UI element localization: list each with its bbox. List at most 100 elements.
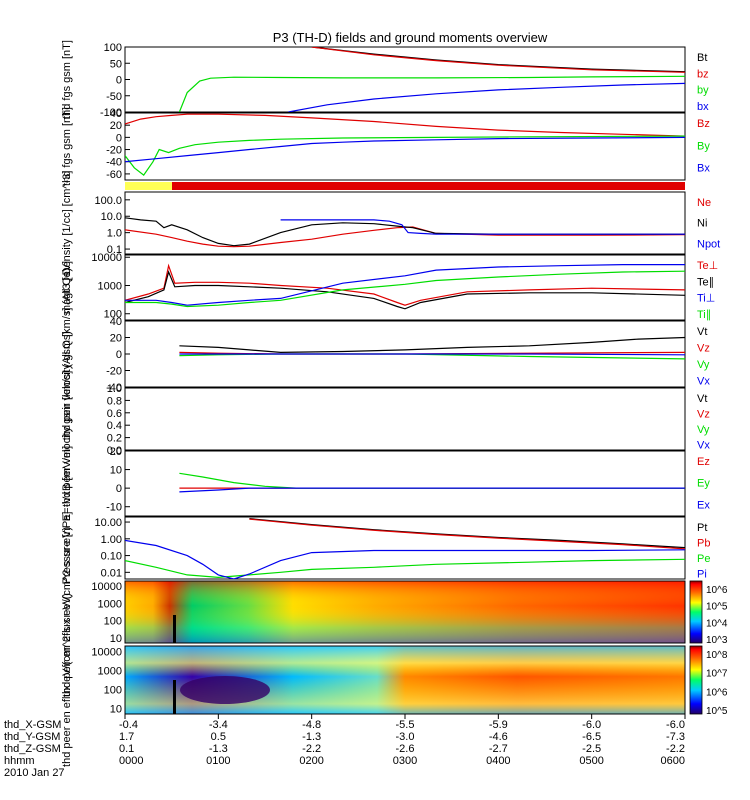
y-tick-label: 0.10 <box>101 551 122 563</box>
x-tick-label-y: -1.3 <box>302 731 321 743</box>
peer-data-gap <box>173 680 176 714</box>
series-line-Ti∥ <box>125 270 685 308</box>
y-tick-label: 0.0 <box>107 445 122 457</box>
y-tick-label: 0 <box>116 483 122 495</box>
x-tick-label-y: -3.0 <box>396 731 415 743</box>
y-tick-label: 1.0 <box>107 228 122 240</box>
x-tick-label-y: -4.6 <box>489 731 508 743</box>
legend-Vx: Vx <box>697 440 710 452</box>
mode-bar-red <box>172 182 685 190</box>
panel-frame <box>124 450 686 517</box>
y-tick-label: 1000 <box>98 280 122 292</box>
panel-frame <box>124 516 686 580</box>
colorbar-tick-label: 10^5 <box>706 602 728 613</box>
x-tick-label-hhmm: 0300 <box>393 755 417 767</box>
y-axis-label: thd fgs gsm [nT] <box>61 107 73 186</box>
y-tick-label: -20 <box>106 366 122 378</box>
series-group <box>179 472 685 493</box>
y-tick-label: -50 <box>106 91 122 103</box>
y-tick-label: -40 <box>106 382 122 394</box>
x-tick-label-hhmm: 0400 <box>486 755 510 767</box>
y-tick-label: 0.2 <box>107 433 122 445</box>
y-tick-label: 10.0 <box>101 211 122 223</box>
figure-title: P3 (TH-D) fields and ground moments over… <box>273 30 548 45</box>
x-tick-label-x: -4.8 <box>302 719 321 731</box>
y-axis-label: Pressure [nPa] <box>61 512 73 585</box>
series-line-Pt <box>249 518 685 549</box>
series-line-Ex <box>179 487 685 493</box>
legend-Bx: Bx <box>697 163 710 175</box>
colorbar-peir <box>689 580 703 644</box>
colorbar-tick-label: 10^5 <box>706 706 728 717</box>
legend-Pt: Pt <box>697 522 707 534</box>
x-tick-label-z: -2.2 <box>302 743 321 755</box>
y-axis-label: thd peer en eflux eV/(cm^2-s-sr-eV) <box>61 593 73 767</box>
y-tick-label: -100 <box>100 107 122 119</box>
panel-peer_velocity: 1.00.80.60.40.20.0 Vt Vz Vy Vx thd peer veloc… <box>61 331 710 507</box>
panel-efield: 20 10 0 -10 Ez Ey Ex E=-VxB [mV/m] <box>61 446 710 522</box>
legend-Bt: Bt <box>697 52 707 64</box>
colorbar-tick-label: 10^6 <box>706 585 728 596</box>
series-line-Ne <box>125 226 685 248</box>
y-tick-label: 40 <box>110 108 122 120</box>
mode-bar <box>125 182 685 190</box>
legend-By: By <box>697 140 710 152</box>
panel-frame <box>124 191 686 255</box>
series-line-Pb <box>249 518 685 550</box>
y-tick-label: 0 <box>116 132 122 144</box>
legend-Vz: Vz <box>697 409 710 421</box>
colorbar-tick-label: 10^6 <box>706 687 728 698</box>
series-line-Ey <box>179 472 685 489</box>
y-axis-label: thd peir velocity gsm [km/s] (All Qs) <box>61 268 73 440</box>
colorbar-tick-label: 10^3 <box>706 635 728 646</box>
legend-Ti∥: Ti∥ <box>697 309 711 321</box>
peir-data-gap <box>173 615 176 643</box>
series-line-Pi <box>125 539 685 579</box>
y-tick-label: 20 <box>110 120 122 132</box>
time-axis-row-label: thd_Z-GSM <box>4 743 61 755</box>
panel-frame <box>124 387 686 451</box>
series-group <box>125 217 685 248</box>
y-tick-label: 20 <box>110 333 122 345</box>
series-group <box>178 47 685 112</box>
series-line-by <box>178 75 685 112</box>
series-line-Te⊥ <box>125 263 685 306</box>
time-axis-row-label: 2010 Jan 27 <box>4 767 65 779</box>
x-tick-label-y: 1.7 <box>119 731 134 743</box>
legend-Ez: Ez <box>697 456 710 468</box>
time-axis-row-label: thd_Y-GSM <box>4 731 60 743</box>
legend-bz: bz <box>697 68 709 80</box>
peir-spectrogram-shading <box>125 581 685 643</box>
legend-by: by <box>697 85 709 97</box>
x-tick-label-hhmm: 0600 <box>661 755 685 767</box>
x-tick-label-x: -5.9 <box>489 719 508 731</box>
y-tick-label: 10 <box>110 465 122 477</box>
series-line-bz <box>311 47 685 73</box>
y-tick-label: 0.6 <box>107 408 122 420</box>
y-tick-label: 0.1 <box>107 244 122 256</box>
legend-Ne: Ne <box>697 197 711 209</box>
x-tick-label-hhmm: 0000 <box>119 755 143 767</box>
panel-frame <box>124 112 686 181</box>
panel-pressure: 10.00 1.00 0.10 0.01 Pt Pb Pe Pi Pressure [nPa] <box>61 512 710 585</box>
x-tick-label-z: -2.5 <box>582 743 601 755</box>
legend-Vy: Vy <box>697 424 710 436</box>
x-tick-label-x: -6.0 <box>582 719 601 731</box>
legend-Pb: Pb <box>697 538 710 550</box>
legend-Ey: Ey <box>697 478 710 490</box>
y-axis-label: Density [1/cc] [cm^-3] <box>61 171 73 276</box>
y-tick-label: 10 <box>110 633 122 645</box>
y-tick-label: 100.0 <box>94 195 122 207</box>
x-tick-label-x: -6.0 <box>666 719 685 731</box>
series-line-Te∥ <box>125 270 685 310</box>
x-tick-label-x: -3.4 <box>209 719 228 731</box>
peer-low-flux-region <box>180 676 270 704</box>
y-tick-label: 10000 <box>91 647 122 659</box>
legend-Te⊥: Te⊥ <box>697 260 718 272</box>
series-line-Ni <box>125 217 685 247</box>
x-tick-label-z: -2.2 <box>666 743 685 755</box>
